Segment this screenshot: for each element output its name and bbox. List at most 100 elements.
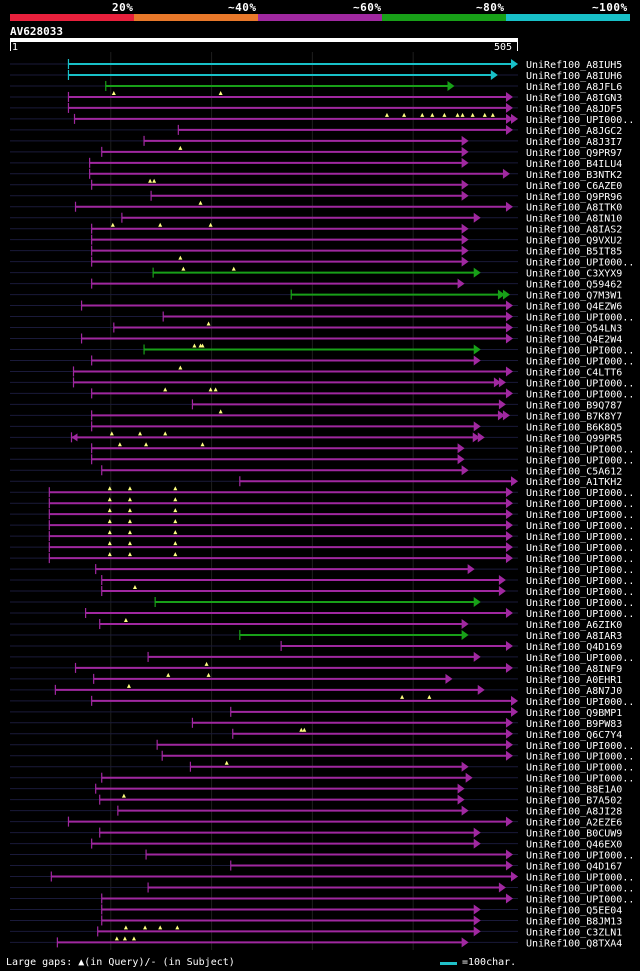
hit-arrow-right xyxy=(505,717,513,728)
hit-label: UniRef100_UPI000.. xyxy=(526,609,634,620)
hit-arrow-right xyxy=(502,289,510,300)
gap-marker-query xyxy=(430,112,435,117)
gap-marker-query xyxy=(198,200,203,205)
hit-arrow-right xyxy=(457,794,465,805)
hit-label: UniRef100_Q59462 xyxy=(526,280,622,291)
hit-label: UniRef100_A8JI28 xyxy=(526,807,622,818)
hit-label: UniRef100_A8J3I7 xyxy=(526,137,622,148)
hit-label: UniRef100_C3XYX9 xyxy=(526,269,622,280)
hit-label: UniRef100_UPI000.. xyxy=(526,378,634,389)
hit-arrow-right xyxy=(473,421,481,432)
hit-arrow-right xyxy=(477,684,485,695)
hit-label: UniRef100_A8IN10 xyxy=(526,214,622,225)
gap-marker-query xyxy=(107,519,112,524)
hit-label: UniRef100_A8IAS2 xyxy=(526,225,622,236)
hit-arrow-right xyxy=(505,531,513,542)
hit-arrow-right xyxy=(505,816,513,827)
hit-arrow-right xyxy=(505,553,513,564)
hit-label: UniRef100_UPI000.. xyxy=(526,345,634,356)
hit-arrow-right xyxy=(477,432,485,443)
hit-label: UniRef100_Q4D167 xyxy=(526,862,622,873)
hit-arrow-right xyxy=(505,728,513,739)
gap-marker-query xyxy=(114,936,119,941)
gap-marker-query xyxy=(178,365,183,370)
gap-marker-query xyxy=(166,672,171,677)
gap-marker-query xyxy=(400,694,405,699)
gap-marker-query xyxy=(208,222,213,227)
hit-arrow-right xyxy=(472,432,480,443)
gap-marker-query xyxy=(181,266,186,271)
gap-marker-query xyxy=(143,925,148,930)
hit-arrow-right xyxy=(502,410,510,421)
hit-arrow-right xyxy=(505,520,513,531)
gap-marker-query xyxy=(178,145,183,150)
hit-label: UniRef100_B4ILU4 xyxy=(526,159,622,170)
hit-label: UniRef100_A8JFL6 xyxy=(526,82,622,93)
gap-marker-query xyxy=(111,90,116,95)
hit-arrow-right xyxy=(511,113,518,124)
gap-marker-query xyxy=(121,793,126,798)
hit-label: UniRef100_B9PW83 xyxy=(526,719,622,730)
hit-arrow-right xyxy=(457,783,465,794)
hit-label: UniRef100_B5IT85 xyxy=(526,247,622,258)
legend-label-40: ~40% xyxy=(228,1,257,14)
hit-arrow-right xyxy=(505,739,513,750)
hit-arrow-right xyxy=(505,388,513,399)
hit-arrow-right xyxy=(473,212,481,223)
hit-arrow-right xyxy=(461,146,469,157)
gap-marker-query xyxy=(427,694,432,699)
ruler-start-label: 1 xyxy=(12,42,19,53)
identity-color-legend xyxy=(10,14,630,21)
hit-arrow-right xyxy=(505,333,513,344)
hit-arrow-right xyxy=(506,113,513,124)
hit-arrow-right xyxy=(505,124,513,135)
hit-arrow-right xyxy=(505,498,513,509)
gap-marker-query xyxy=(200,442,205,447)
hit-arrow-right xyxy=(502,168,510,179)
hit-label: UniRef100_UPI000.. xyxy=(526,851,634,862)
hit-arrow-right xyxy=(498,586,506,597)
hit-label: UniRef100_UPI000.. xyxy=(526,313,634,324)
hit-label: UniRef100_UPI000.. xyxy=(526,653,634,664)
gap-marker-query xyxy=(127,552,132,557)
gap-marker-query xyxy=(158,222,163,227)
hit-arrow-right xyxy=(505,509,513,520)
gap-marker-query xyxy=(206,672,211,677)
gap-marker-query xyxy=(218,90,223,95)
hit-label: UniRef100_C6AZE0 xyxy=(526,181,622,192)
hit-arrow-right xyxy=(505,311,513,322)
hit-label: UniRef100_B0CUW9 xyxy=(526,829,622,840)
hit-label: UniRef100_UPI000.. xyxy=(526,741,634,752)
hit-arrow-right xyxy=(473,915,481,926)
hit-label: UniRef100_UPI000.. xyxy=(526,444,634,455)
gap-marker-query xyxy=(126,683,131,688)
gap-marker-query xyxy=(107,541,112,546)
gap-marker-query xyxy=(132,585,137,590)
hit-label: UniRef100_B3NTK2 xyxy=(526,170,622,181)
hit-label: UniRef100_A8JGC2 xyxy=(526,126,622,137)
hit-arrow-right xyxy=(505,750,513,761)
hit-label: UniRef100_A8IUH5 xyxy=(526,60,622,71)
gap-marker-query xyxy=(123,617,128,622)
hit-arrow-right xyxy=(505,542,513,553)
hit-arrow-right xyxy=(473,597,481,608)
gap-marker-query xyxy=(302,727,307,732)
gap-marker-query xyxy=(173,497,178,502)
hit-label: UniRef100_Q8TXA4 xyxy=(526,938,622,949)
hit-arrow-right xyxy=(457,278,465,289)
hit-arrow-right xyxy=(461,805,469,816)
hit-arrow-right xyxy=(505,201,513,212)
gap-marker-query xyxy=(173,530,178,535)
hit-label: UniRef100_UPI000.. xyxy=(526,763,634,774)
hit-label: UniRef100_A8JDF5 xyxy=(526,104,622,115)
legend-swatch-20 xyxy=(10,14,134,21)
hit-arrow-right xyxy=(461,234,469,245)
hit-label: UniRef100_Q9VXU2 xyxy=(526,236,622,247)
hit-label: UniRef100_UPI000.. xyxy=(526,598,634,609)
gap-marker-query xyxy=(131,936,136,941)
gap-marker-query xyxy=(482,112,487,117)
hit-arrow-right xyxy=(505,102,513,113)
gap-marker-query xyxy=(173,519,178,524)
hit-label: UniRef100_Q4EZW6 xyxy=(526,302,622,313)
hit-label: UniRef100_A8IAR3 xyxy=(526,631,622,642)
